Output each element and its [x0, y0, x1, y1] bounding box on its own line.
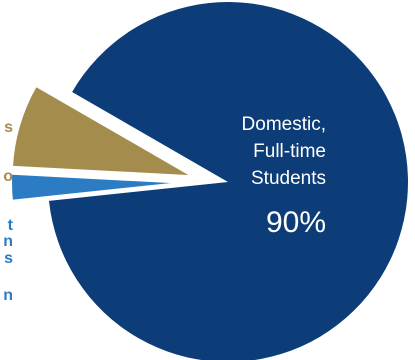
- pie-slice-2: [8, 81, 198, 180]
- main-slice-percentage: 90%: [266, 206, 326, 239]
- blue-slice-label-fragment: n: [3, 233, 13, 250]
- main-slice-label-line: Domestic,: [242, 114, 326, 135]
- gold-slice-label-fragment: o: [3, 168, 13, 185]
- blue-slice-label-fragment: s: [4, 250, 13, 267]
- pie-slice-1: [48, 2, 408, 360]
- main-slice-label-line: Full-time: [253, 141, 326, 162]
- pie-slice-3: [8, 170, 197, 205]
- main-slice-label-line: Students: [251, 168, 326, 189]
- blue-slice-label-fragment: t: [8, 217, 14, 234]
- pie-slices: [8, 2, 408, 360]
- blue-slice-label-fragment: n: [3, 287, 13, 304]
- gold-slice-label-fragment: s: [4, 119, 13, 136]
